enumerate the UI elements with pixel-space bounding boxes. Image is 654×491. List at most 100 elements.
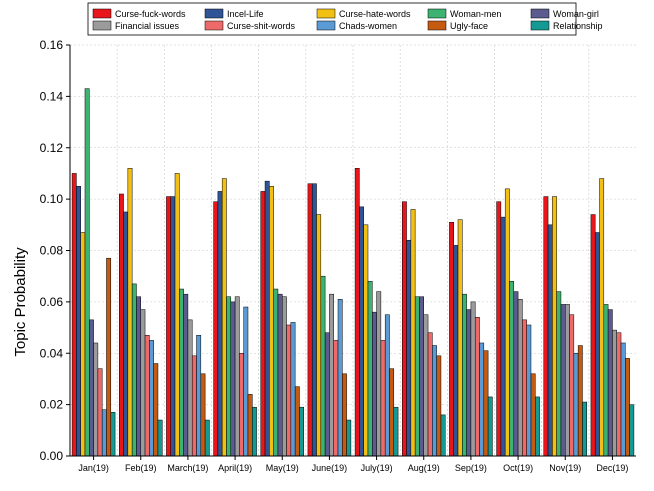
axes (66, 44, 636, 460)
bar-incel-life-4 (264, 180, 270, 457)
bar-curse-hate-words-3 (221, 178, 227, 457)
bar-curse-fuck-words-9 (496, 201, 502, 457)
bar-curse-hate-words-10 (552, 196, 557, 457)
legend-label-financial-issues: Financial issues (115, 21, 180, 31)
bar-woman-men-2 (179, 288, 184, 457)
y-tick-label: 0.04 (40, 346, 64, 360)
bar-ugly-face-7 (436, 355, 442, 457)
legend-swatch-curse-shit-words (204, 20, 224, 31)
bar-financial-issues-0 (93, 342, 99, 457)
bar-chads-women-3 (243, 306, 249, 457)
bar-chads-women-10 (573, 353, 579, 457)
legend-swatch-incel-life (204, 8, 224, 19)
bar-ugly-face-4 (294, 386, 300, 457)
bar-curse-shit-words-7 (427, 332, 433, 457)
bar-woman-girl-1 (136, 296, 141, 457)
bar-curse-hate-words-6 (363, 224, 369, 457)
bar-incel-life-0 (76, 186, 81, 457)
bar-relationship-1 (157, 419, 163, 457)
bar-curse-hate-words-9 (504, 188, 510, 457)
bar-woman-men-4 (273, 288, 279, 457)
bar-curse-fuck-words-4 (260, 191, 266, 457)
legend-swatch-woman-girl (530, 8, 550, 19)
bar-ugly-face-8 (483, 350, 489, 457)
bar-chads-women-6 (384, 314, 390, 457)
bar-incel-life-1 (123, 211, 129, 457)
bar-ugly-face-5 (342, 373, 347, 457)
bar-woman-girl-11 (607, 309, 613, 457)
y-tick-label: 0.06 (40, 295, 64, 309)
bar-curse-hate-words-8 (457, 219, 463, 457)
bar-financial-issues-2 (187, 319, 193, 457)
bar-curse-hate-words-7 (410, 209, 416, 457)
bar-financial-issues-9 (517, 299, 523, 457)
bar-relationship-0 (110, 412, 116, 457)
bar-curse-shit-words-10 (569, 314, 575, 457)
x-tick-label: Jan(19) (78, 463, 109, 473)
bar-incel-life-3 (217, 191, 223, 457)
bar-financial-issues-8 (470, 301, 476, 457)
bar-incel-life-9 (500, 216, 506, 457)
bar-relationship-8 (487, 396, 493, 457)
bar-woman-girl-6 (372, 311, 377, 457)
bar-relationship-11 (629, 404, 635, 457)
bar-ugly-face-9 (530, 373, 536, 457)
bar-woman-girl-10 (560, 304, 566, 457)
bar-ugly-face-11 (625, 358, 630, 457)
bar-relationship-6 (393, 406, 399, 457)
x-tick-label: May(19) (266, 463, 299, 473)
bar-financial-issues-11 (612, 329, 617, 457)
bar-ugly-face-1 (153, 363, 159, 457)
bar-relationship-9 (535, 396, 540, 457)
x-tick-label: Aug(19) (408, 463, 440, 473)
bar-relationship-10 (582, 401, 588, 457)
bar-curse-hate-words-1 (127, 168, 133, 457)
y-axis-label: Topic Probability (12, 247, 29, 357)
bar-woman-girl-0 (89, 319, 94, 457)
legend-swatch-curse-hate-words (316, 8, 336, 19)
bar-curse-fuck-words-3 (213, 201, 219, 457)
bar-incel-life-8 (453, 245, 459, 457)
bar-relationship-3 (252, 406, 257, 457)
bar-woman-girl-4 (277, 293, 283, 457)
bar-curse-shit-words-8 (474, 317, 480, 457)
y-tick-label: 0.12 (40, 141, 64, 155)
bar-relationship-7 (440, 414, 446, 457)
bar-woman-men-1 (131, 283, 137, 457)
bar-chads-women-2 (196, 335, 202, 457)
bar-chads-women-9 (526, 324, 532, 457)
bar-financial-issues-7 (423, 314, 429, 457)
x-tick-label: Oct(19) (503, 463, 533, 473)
y-tick-label: 0.10 (40, 192, 64, 206)
bar-ugly-face-10 (577, 345, 583, 457)
bar-curse-shit-words-6 (380, 340, 386, 457)
bar-chads-women-0 (101, 409, 107, 457)
bar-incel-life-10 (547, 224, 553, 457)
bar-woman-men-10 (556, 291, 562, 457)
bar-curse-fuck-words-2 (166, 196, 171, 457)
x-tick-label: June(19) (312, 463, 348, 473)
bar-chads-women-7 (432, 345, 437, 457)
bar-incel-life-11 (594, 232, 600, 457)
bars (71, 88, 635, 457)
legend-label-curse-hate-words: Curse-hate-words (339, 9, 411, 19)
y-tick-label: 0.16 (40, 38, 64, 52)
bar-financial-issues-1 (140, 309, 146, 457)
y-tick-label: 0.00 (40, 449, 64, 463)
grid-lines (70, 44, 636, 456)
bar-woman-men-11 (603, 304, 609, 457)
bar-financial-issues-3 (234, 296, 240, 457)
legend-swatch-woman-men (427, 8, 447, 19)
legend-swatch-relationship (530, 20, 550, 31)
bar-ugly-face-6 (389, 368, 395, 457)
bar-relationship-2 (204, 419, 210, 457)
legend-label-curse-fuck-words: Curse-fuck-words (115, 9, 186, 19)
bar-financial-issues-4 (282, 296, 287, 457)
y-tick-labels: 0.00 0.02 0.04 0.06 0.08 0.10 0.12 0.14 0.16 (40, 38, 64, 463)
bar-financial-issues-6 (376, 291, 382, 457)
legend-label-curse-shit-words: Curse-shit-words (227, 21, 296, 31)
bar-woman-girl-3 (230, 301, 236, 457)
bar-curse-shit-words-0 (97, 368, 103, 457)
bar-incel-life-7 (406, 239, 412, 457)
